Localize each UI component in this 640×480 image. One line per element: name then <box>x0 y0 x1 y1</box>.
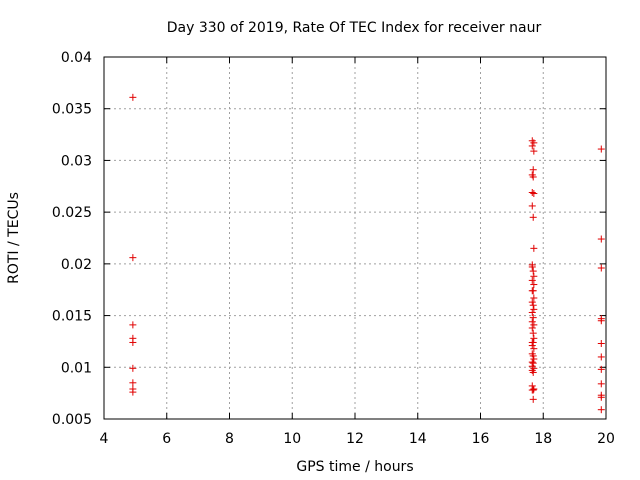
data-point <box>528 276 536 284</box>
data-point <box>530 385 538 393</box>
data-point <box>530 305 538 313</box>
grid <box>104 57 606 419</box>
y-tick-label: 0.035 <box>52 102 92 118</box>
data-point <box>528 287 536 295</box>
data-point <box>529 368 537 376</box>
y-tick-label: 0.005 <box>52 412 92 428</box>
data-point <box>597 380 605 388</box>
data-point <box>529 329 537 337</box>
data-point <box>530 244 538 252</box>
y-tick-label: 0.025 <box>52 205 92 221</box>
data-point <box>530 345 538 353</box>
data-point <box>530 321 538 329</box>
data-point <box>530 294 538 302</box>
y-tick-label: 0.01 <box>61 360 92 376</box>
data-point <box>529 395 537 403</box>
data-point <box>530 281 538 289</box>
x-tick-label: 10 <box>283 431 301 447</box>
data-point <box>528 342 536 350</box>
x-axis-label: GPS time / hours <box>296 459 413 475</box>
data-point <box>530 190 538 198</box>
data-point <box>129 321 137 329</box>
data-point <box>528 308 536 316</box>
y-axis: 0.005 0.01 0.015 0.02 0.025 0.03 0.035 0.04 <box>52 50 606 428</box>
data-point <box>129 388 137 396</box>
data-point <box>530 272 538 280</box>
data-point <box>529 213 537 221</box>
x-axis: 4 6 8 10 12 14 16 18 20 <box>100 57 615 447</box>
data-point <box>597 393 605 401</box>
chart-title: Day 330 of 2019, Rate Of TEC Index for r… <box>167 20 542 36</box>
data-point <box>129 364 137 372</box>
y-tick-label: 0.015 <box>52 309 92 325</box>
x-tick-label: 6 <box>162 431 171 447</box>
data-point <box>528 386 536 394</box>
data-point <box>529 352 537 360</box>
data-points <box>129 93 605 414</box>
x-tick-label: 14 <box>409 431 427 447</box>
x-tick-label: 16 <box>472 431 490 447</box>
data-point <box>528 318 536 326</box>
x-tick-label: 12 <box>346 431 364 447</box>
x-tick-label: 4 <box>100 431 109 447</box>
x-tick-label: 18 <box>534 431 552 447</box>
data-point <box>597 353 605 361</box>
data-point <box>597 365 605 373</box>
data-point <box>529 267 537 275</box>
data-point <box>528 298 536 306</box>
data-point <box>530 334 538 342</box>
y-tick-label: 0.04 <box>61 50 92 66</box>
x-tick-label: 8 <box>225 431 234 447</box>
y-tick-label: 0.02 <box>61 257 92 273</box>
data-point <box>529 166 537 174</box>
data-point <box>528 142 536 150</box>
data-point <box>528 188 536 196</box>
data-point <box>597 339 605 347</box>
data-point <box>129 254 137 262</box>
y-axis-label: ROTI / TECUs <box>6 192 22 284</box>
data-point <box>528 324 536 332</box>
x-tick-label: 20 <box>597 431 615 447</box>
data-point <box>129 379 137 387</box>
data-point <box>597 317 605 325</box>
data-point <box>597 406 605 414</box>
data-point <box>530 355 538 363</box>
data-point <box>597 264 605 272</box>
data-point <box>529 301 537 309</box>
data-point <box>529 173 537 181</box>
data-point <box>529 314 537 322</box>
data-point <box>129 338 137 346</box>
data-point <box>528 263 536 271</box>
data-point <box>528 202 536 210</box>
data-point <box>129 93 137 101</box>
data-point <box>597 145 605 153</box>
data-point <box>530 147 538 155</box>
data-point <box>530 139 538 147</box>
data-point <box>597 235 605 243</box>
data-point <box>529 359 537 367</box>
y-tick-label: 0.03 <box>61 153 92 169</box>
data-point <box>529 338 537 346</box>
